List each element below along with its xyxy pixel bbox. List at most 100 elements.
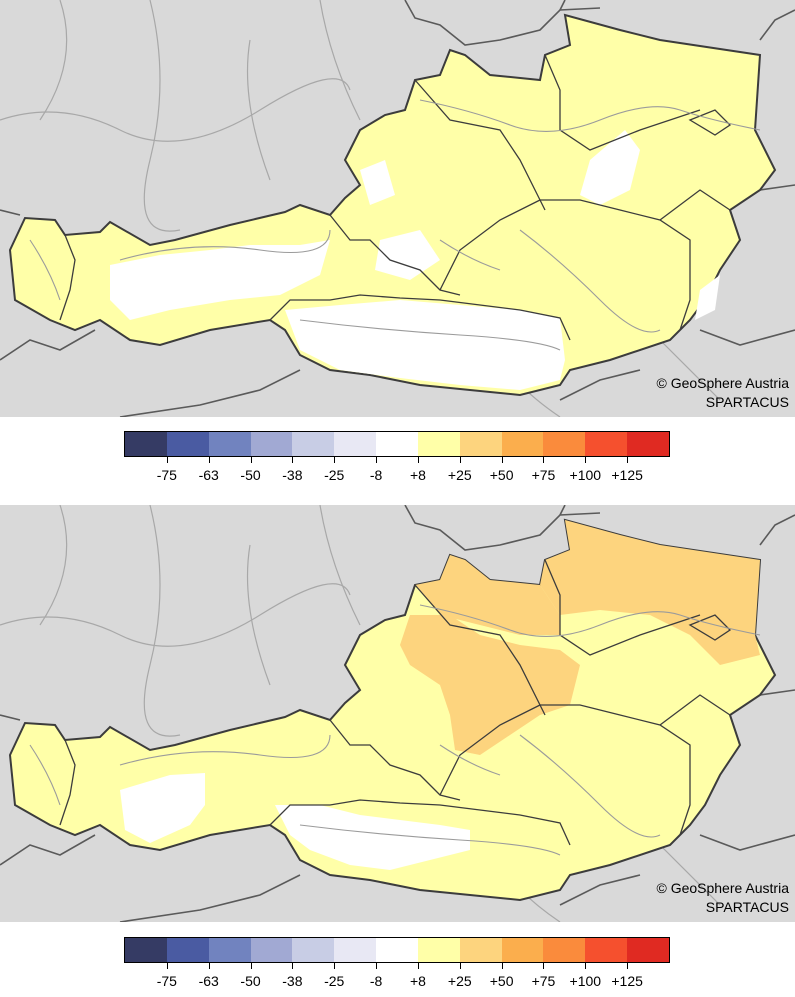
legend-swatch (292, 432, 335, 456)
legend-swatch (627, 432, 669, 456)
legend-swatch (376, 432, 418, 456)
legend-tick-label: +75 (531, 973, 556, 989)
neighbour-borders (0, 505, 795, 922)
interior-rivers (29, 604, 761, 856)
legend-tick-label: -63 (198, 973, 219, 989)
rivers (0, 505, 721, 922)
legend-tick-mark (459, 963, 461, 969)
legend-tick-label: +50 (489, 973, 514, 989)
legend-color-bar (124, 937, 670, 963)
legend-swatch (166, 432, 209, 456)
legend-tick-mark (459, 457, 461, 463)
legend-tick-label: -25 (324, 973, 345, 989)
credit-organization: © GeoSphere Austria (656, 375, 789, 391)
legend-tick-label: -75 (156, 467, 177, 483)
legend-tick-label: -25 (324, 467, 345, 483)
legend-tick-label: +100 (569, 973, 602, 989)
legend-ticks: -75 -63 -50 -38 -25 -8 +8 +25 +50 +75 +100 +125 (124, 963, 670, 997)
color-legend-2: -75 -63 -50 -38 -25 -8 +8 +25 +50 +75 +100 +125 (124, 937, 670, 997)
legend-ticks: -75 -63 -50 -38 -25 -8 +8 +25 +50 +75 +100 +125 (124, 457, 670, 491)
austria-map-2 (0, 505, 795, 922)
interior-rivers (29, 99, 761, 351)
anomaly-white-areas (110, 130, 720, 390)
legend-tick-mark (250, 457, 252, 463)
legend-swatch (459, 432, 502, 456)
legend-swatch (627, 938, 669, 962)
legend-tick-label: +8 (409, 973, 426, 989)
legend-tick-mark (334, 963, 336, 969)
credit-organization: © GeoSphere Austria (656, 880, 789, 896)
legend-swatch (208, 432, 251, 456)
legend-swatch (376, 938, 418, 962)
legend-tick-mark (627, 457, 629, 463)
austria-map-1 (0, 0, 795, 417)
legend-swatch (585, 938, 628, 962)
legend-swatch (334, 938, 377, 962)
legend-tick-label: -50 (240, 973, 261, 989)
legend-tick-label: +50 (489, 467, 514, 483)
legend-swatch (543, 938, 586, 962)
legend-tick-mark (585, 963, 587, 969)
legend-tick-label: +125 (611, 973, 643, 989)
legend-swatch (250, 938, 293, 962)
legend-tick-mark (501, 457, 503, 463)
legend-tick-label: +8 (409, 467, 426, 483)
legend-swatch (125, 938, 167, 962)
legend-tick-label: -38 (282, 973, 303, 989)
legend-swatch (208, 938, 251, 962)
legend-tick-mark (292, 963, 294, 969)
legend-tick-label: -63 (198, 467, 219, 483)
legend-tick-label: +100 (569, 467, 602, 483)
legend-tick-mark (501, 963, 503, 969)
map-panel-2: © GeoSphere Austria SPARTACUS (0, 505, 795, 922)
legend-tick-label: -8 (369, 973, 383, 989)
legend-tick-mark (166, 963, 168, 969)
legend-tick-mark (417, 457, 419, 463)
legend-tick-label: -50 (240, 467, 261, 483)
anomaly-white-areas (120, 773, 470, 870)
legend-swatch (543, 432, 586, 456)
legend-tick-mark (208, 457, 210, 463)
legend-tick-mark (627, 963, 629, 969)
legend-swatch (585, 432, 628, 456)
neighbour-borders (0, 0, 795, 417)
legend-swatch (125, 432, 167, 456)
map-credit: © GeoSphere Austria SPARTACUS (656, 879, 789, 917)
anomaly-orange-areas (400, 520, 760, 755)
legend-tick-mark (334, 457, 336, 463)
legend-tick-mark (543, 963, 545, 969)
state-borders (59, 54, 732, 341)
legend-swatch (250, 432, 293, 456)
legend-tick-label: -8 (369, 467, 383, 483)
legend-swatch (459, 938, 502, 962)
legend-tick-label: -38 (282, 467, 303, 483)
legend-tick-mark (250, 963, 252, 969)
legend-tick-mark (292, 457, 294, 463)
legend-tick-label: +25 (447, 973, 472, 989)
legend-swatch (501, 432, 544, 456)
credit-dataset: SPARTACUS (705, 394, 789, 410)
legend-swatch (417, 938, 460, 962)
legend-swatch (292, 938, 335, 962)
color-legend-1: -75 -63 -50 -38 -25 -8 +8 +25 +50 +75 +100 +125 (124, 431, 670, 491)
legend-tick-mark (166, 457, 168, 463)
legend-tick-label: -75 (156, 973, 177, 989)
legend-tick-mark (376, 963, 378, 969)
legend-tick-mark (585, 457, 587, 463)
map-credit: © GeoSphere Austria SPARTACUS (656, 374, 789, 412)
legend-tick-mark (376, 457, 378, 463)
legend-tick-label: +25 (447, 467, 472, 483)
legend-swatch (417, 432, 460, 456)
legend-tick-label: +125 (611, 467, 643, 483)
map-panel-1: © GeoSphere Austria SPARTACUS (0, 0, 795, 417)
legend-tick-mark (543, 457, 545, 463)
state-borders (59, 559, 732, 846)
credit-dataset: SPARTACUS (705, 899, 789, 915)
legend-tick-mark (417, 963, 419, 969)
legend-color-bar (124, 431, 670, 457)
legend-swatch (166, 938, 209, 962)
legend-tick-mark (208, 963, 210, 969)
legend-swatch (501, 938, 544, 962)
legend-swatch (334, 432, 377, 456)
legend-tick-label: +75 (531, 467, 556, 483)
